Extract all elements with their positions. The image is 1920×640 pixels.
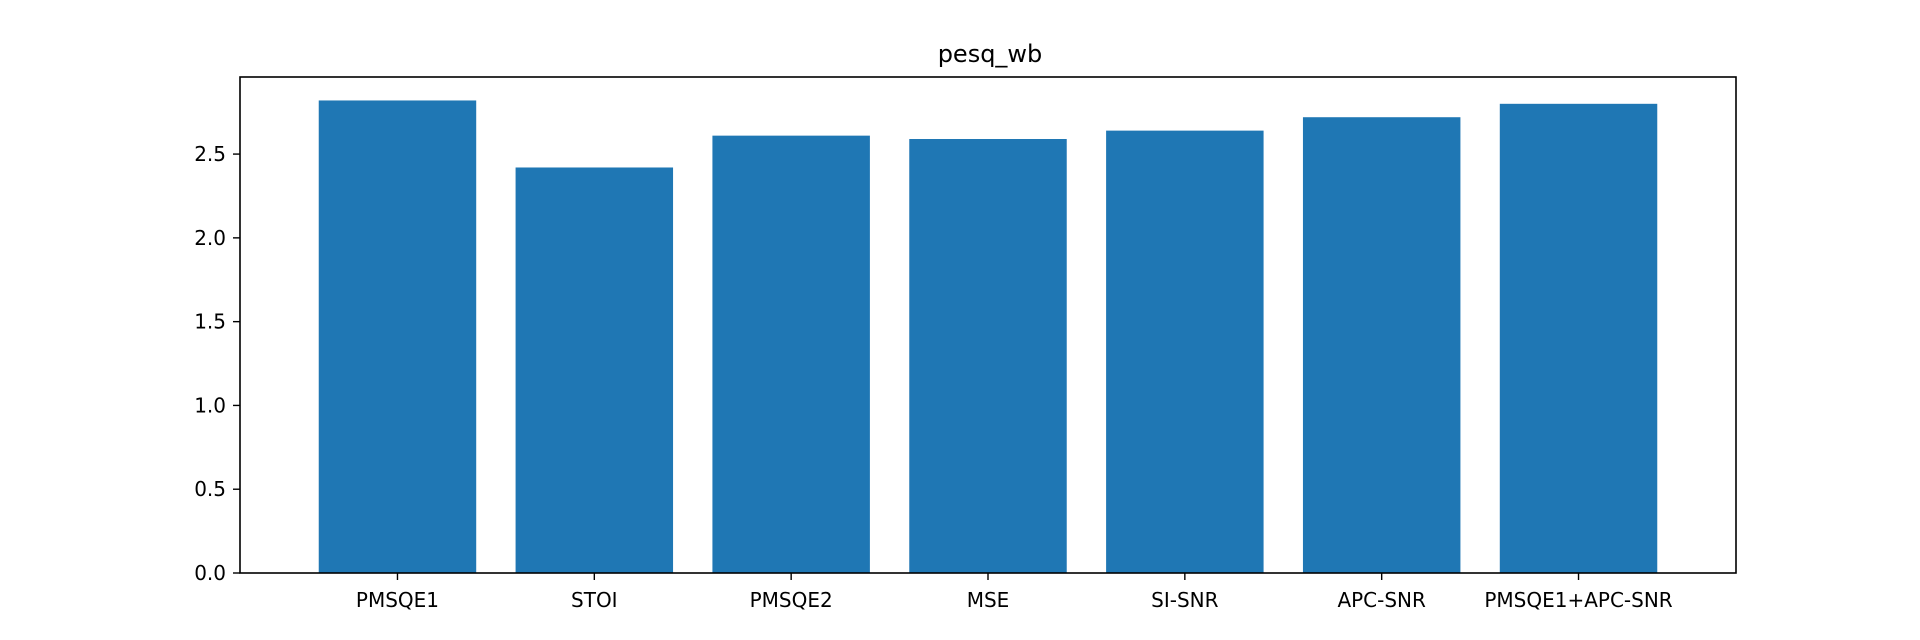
- y-tick-label: 1.5: [194, 310, 226, 334]
- x-tick-label: APC-SNR: [1337, 588, 1426, 612]
- bar-pmsqe2: [712, 135, 870, 573]
- y-axis: 0.0 0.5 1.0 1.5 2.0 2.5: [194, 142, 240, 585]
- bar-pmsqe1-apc-snr: [1499, 103, 1658, 573]
- bars-group: [318, 100, 1658, 573]
- x-tick-label: SI-SNR: [1151, 588, 1218, 612]
- x-tick-label: STOI: [571, 588, 618, 612]
- x-axis: PMSQE1 STOI PMSQE2 MSE SI-SNR APC-SNR PMSQE1+A…: [356, 573, 1673, 612]
- x-tick-label: PMSQE2: [750, 588, 833, 612]
- x-tick-label: MSE: [967, 588, 1010, 612]
- bar-mse: [909, 139, 1067, 573]
- bar-pmsqe1: [318, 100, 477, 573]
- y-tick-label: 0.0: [194, 561, 226, 585]
- y-tick-label: 0.5: [194, 477, 226, 501]
- y-tick-label: 2.0: [194, 226, 226, 250]
- bar-stoi: [515, 167, 674, 573]
- bar-si-snr: [1106, 130, 1264, 573]
- x-tick-label: PMSQE1: [356, 588, 439, 612]
- plot-frame: [239, 76, 1737, 574]
- x-tick-label: PMSQE1+APC-SNR: [1484, 588, 1672, 612]
- y-tick-label: 1.0: [194, 393, 226, 417]
- chart-title: pesq_wb: [938, 40, 1043, 68]
- bar-apc-snr: [1302, 117, 1461, 573]
- y-tick-label: 2.5: [194, 142, 226, 166]
